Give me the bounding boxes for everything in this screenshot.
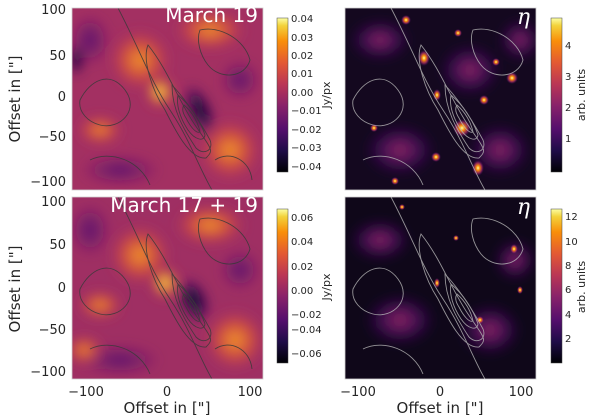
- cbar-tick: 12: [565, 212, 578, 223]
- panel-title-eta-top: η: [517, 5, 530, 30]
- cbar-tick: 0.00: [291, 286, 313, 297]
- panel-eta-bottom: η −100 0 100 Offset in ["]: [340, 195, 537, 416]
- cbar-tick: 6: [565, 285, 571, 296]
- xticks-bottom-right: −100 0 100: [340, 385, 533, 400]
- ytick-label: −100: [30, 365, 66, 380]
- ylabel-bottom-left: Offset in ["]: [6, 246, 24, 333]
- cbar-tick: 2: [565, 103, 571, 114]
- panel-flux-march17-19: March 17 + 19 100 50 0 −50 −100 Offset i…: [6, 193, 264, 416]
- cbar-tick: −0.04: [291, 325, 322, 336]
- eta-top-blobs: [370, 15, 518, 185]
- eta-bottom-blobs: [399, 204, 523, 324]
- ytick-label: 100: [41, 195, 66, 210]
- ytick-label: 50: [49, 238, 66, 253]
- cbar-tick: −0.02: [291, 125, 322, 136]
- yticks-bottom-left: 100 50 0 −50 −100: [30, 195, 66, 380]
- cbar-tick: 0.04: [291, 14, 313, 25]
- colorbar-label: Jy/px: [320, 273, 333, 301]
- cbar-tick: −0.06: [291, 349, 322, 360]
- cbar-tick: 2: [565, 334, 571, 345]
- panel-title-march17-19: March 17 + 19: [110, 193, 258, 217]
- cbar-tick: 10: [565, 237, 578, 248]
- ytick-label: 0: [58, 281, 66, 296]
- ytick-label: −50: [39, 323, 66, 338]
- ytick-label: −50: [39, 130, 66, 145]
- cbar-tick: 0.00: [291, 88, 313, 99]
- xtick-label: −100: [340, 385, 376, 400]
- cbar-tick: 4: [565, 310, 571, 321]
- colorbar-label: arb. units: [575, 69, 588, 122]
- colorbar-ticks: 0.04 0.03 0.02 0.01 0.00 −0.01 −0.02 −0.…: [291, 14, 322, 173]
- xtick-label: 100: [238, 385, 263, 400]
- colorbar-label: Jy/px: [320, 81, 333, 109]
- xlabel-bottom-left: Offset in ["]: [124, 399, 211, 416]
- xtick-label: 0: [163, 385, 171, 400]
- ylabel-top-left: Offset in ["]: [6, 56, 24, 143]
- cbar-tick: 0.06: [291, 213, 313, 224]
- xtick-label: 100: [509, 385, 534, 400]
- cbar-tick: 0.03: [291, 33, 313, 44]
- xticks-bottom-left: −100 0 100: [68, 385, 262, 400]
- colorbar-flux-march19: 0.04 0.03 0.02 0.01 0.00 −0.01 −0.02 −0.…: [276, 14, 333, 173]
- cbar-tick: 0.01: [291, 69, 313, 80]
- cbar-tick: −0.03: [291, 143, 322, 154]
- yticks-top-left: 100 50 0 −50 −100: [30, 3, 66, 190]
- cbar-tick: 8: [565, 261, 571, 272]
- panel-eta-top: η: [344, 5, 537, 191]
- colorbar-flux-march17-19: 0.06 0.04 0.02 0.00 −0.02 −0.04 −0.06 Jy…: [276, 208, 333, 364]
- ytick-label: 0: [58, 90, 66, 105]
- panel-flux-march19: March 19 100 50 0 −50 −100 Offset in ["]: [6, 3, 264, 191]
- colorbar-eta-bottom: 12 10 8 6 4 2 arb. units: [550, 208, 588, 364]
- cbar-tick: 0.02: [291, 51, 313, 62]
- cbar-tick: 0.04: [291, 237, 313, 248]
- cbar-tick: −0.02: [291, 310, 322, 321]
- ytick-label: 100: [41, 3, 66, 18]
- xtick-label: 0: [436, 385, 444, 400]
- xlabel-bottom-right: Offset in ["]: [397, 399, 484, 416]
- cbar-tick: 0.02: [291, 262, 313, 273]
- cbar-tick: 1: [565, 134, 571, 145]
- cbar-tick: −0.01: [291, 106, 322, 117]
- colorbar-eta-top: 4 3 2 1 arb. units: [550, 17, 588, 173]
- ytick-label: 50: [49, 49, 66, 64]
- xtick-label: −100: [68, 385, 104, 400]
- colorbar-label: arb. units: [575, 261, 588, 314]
- cbar-tick: −0.04: [291, 162, 322, 173]
- panel-title-eta-bottom: η: [517, 195, 530, 220]
- cbar-tick: 4: [565, 41, 571, 52]
- cbar-tick: 3: [565, 72, 571, 83]
- panel-title-march19: March 19: [165, 3, 258, 27]
- ytick-label: −100: [30, 175, 66, 190]
